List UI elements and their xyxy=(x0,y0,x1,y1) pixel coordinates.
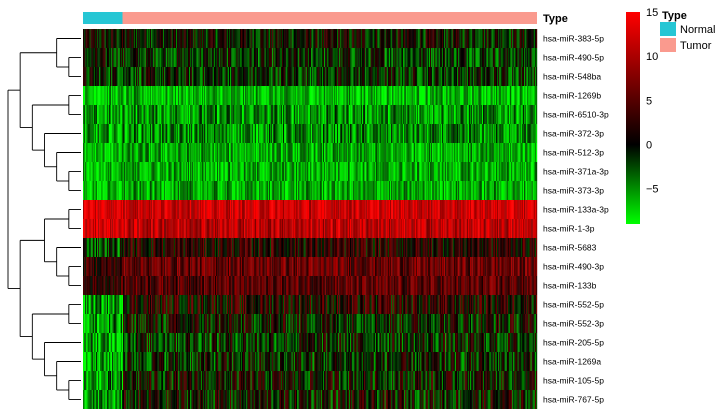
heatmap-cells xyxy=(83,29,538,409)
row-label: hsa-miR-767-5p xyxy=(543,395,604,405)
legend-title: Type xyxy=(662,10,687,22)
row-label: hsa-miR-490-3p xyxy=(543,262,604,272)
row-label: hsa-miR-1-3p xyxy=(543,224,595,234)
row-label: hsa-miR-6510-3p xyxy=(543,110,609,120)
row-dendrogram xyxy=(7,38,81,400)
colorbar-tick-label: −5 xyxy=(646,184,659,196)
annotation-tumor xyxy=(122,12,538,24)
row-label: hsa-miR-548ba xyxy=(543,72,601,82)
colorbar-tick-label: 5 xyxy=(646,95,652,107)
row-label: hsa-miR-373-3p xyxy=(543,186,604,196)
row-label: hsa-miR-512-3p xyxy=(543,148,604,158)
row-label: hsa-miR-205-5p xyxy=(543,338,604,348)
colorbar-ticks: 15 10 5 0 −5 xyxy=(646,7,659,196)
colorbar xyxy=(626,12,640,224)
row-label: hsa-miR-1269a xyxy=(543,357,601,367)
row-label: hsa-miR-133a-3p xyxy=(543,205,609,215)
colorbar-tick-label: 15 xyxy=(646,7,658,19)
row-label: hsa-miR-1269b xyxy=(543,91,601,101)
row-label: hsa-miR-5683 xyxy=(543,243,597,253)
row-label: hsa-miR-372-3p xyxy=(543,129,604,139)
row-label: hsa-miR-105-5p xyxy=(543,376,604,386)
row-labels: hsa-miR-383-5p hsa-miR-490-5p hsa-miR-548b… xyxy=(543,34,609,405)
legend-swatch xyxy=(660,22,676,36)
colorbar-tick-label: 10 xyxy=(646,51,658,63)
legend-label: Tumor xyxy=(680,40,712,52)
legend-items: Normal Tumor xyxy=(660,22,715,52)
row-label: hsa-miR-552-5p xyxy=(543,300,604,310)
legend-swatch xyxy=(660,38,676,52)
row-label: hsa-miR-383-5p xyxy=(543,34,604,44)
colorbar-tick-label: 0 xyxy=(646,140,652,152)
type-annotation-bar xyxy=(83,12,538,24)
legend-label: Normal xyxy=(680,24,715,36)
row-label: hsa-miR-490-5p xyxy=(543,53,604,63)
row-label: hsa-miR-552-3p xyxy=(543,319,604,329)
annotation-normal xyxy=(83,12,123,24)
row-label: hsa-miR-371a-3p xyxy=(543,167,609,177)
row-label: hsa-miR-133b xyxy=(543,281,597,291)
annotation-title: Type xyxy=(543,13,568,25)
